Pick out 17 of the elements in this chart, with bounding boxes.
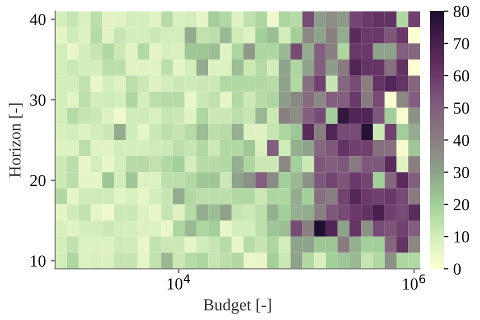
color-bar-label: 70 [454, 38, 470, 50]
color-bar-label: 60 [454, 70, 470, 82]
x-tick-label: 10$^{6}$ [403, 274, 426, 290]
y-tick-label: 40 [30, 14, 46, 26]
color-bar-label: 80 [454, 6, 470, 18]
y-axis-title: Horizon [-] [8, 104, 23, 178]
color-bar-label: 10 [454, 231, 470, 243]
x-axis-title: Budget [-] [204, 298, 271, 314]
color-bar-label: 20 [454, 199, 470, 210]
color-bar-label: 50 [454, 102, 470, 114]
color-bar-label: 40 [453, 134, 470, 146]
color-bar-label: 30 [454, 166, 470, 178]
y-tick-label: 30 [30, 94, 46, 106]
y-tick-label: 10 [30, 255, 46, 267]
color-bar-label: 0 [454, 264, 461, 275]
x-tick-label: 10$^{4}$ [168, 274, 190, 290]
y-tick-label: 20 [30, 174, 46, 186]
